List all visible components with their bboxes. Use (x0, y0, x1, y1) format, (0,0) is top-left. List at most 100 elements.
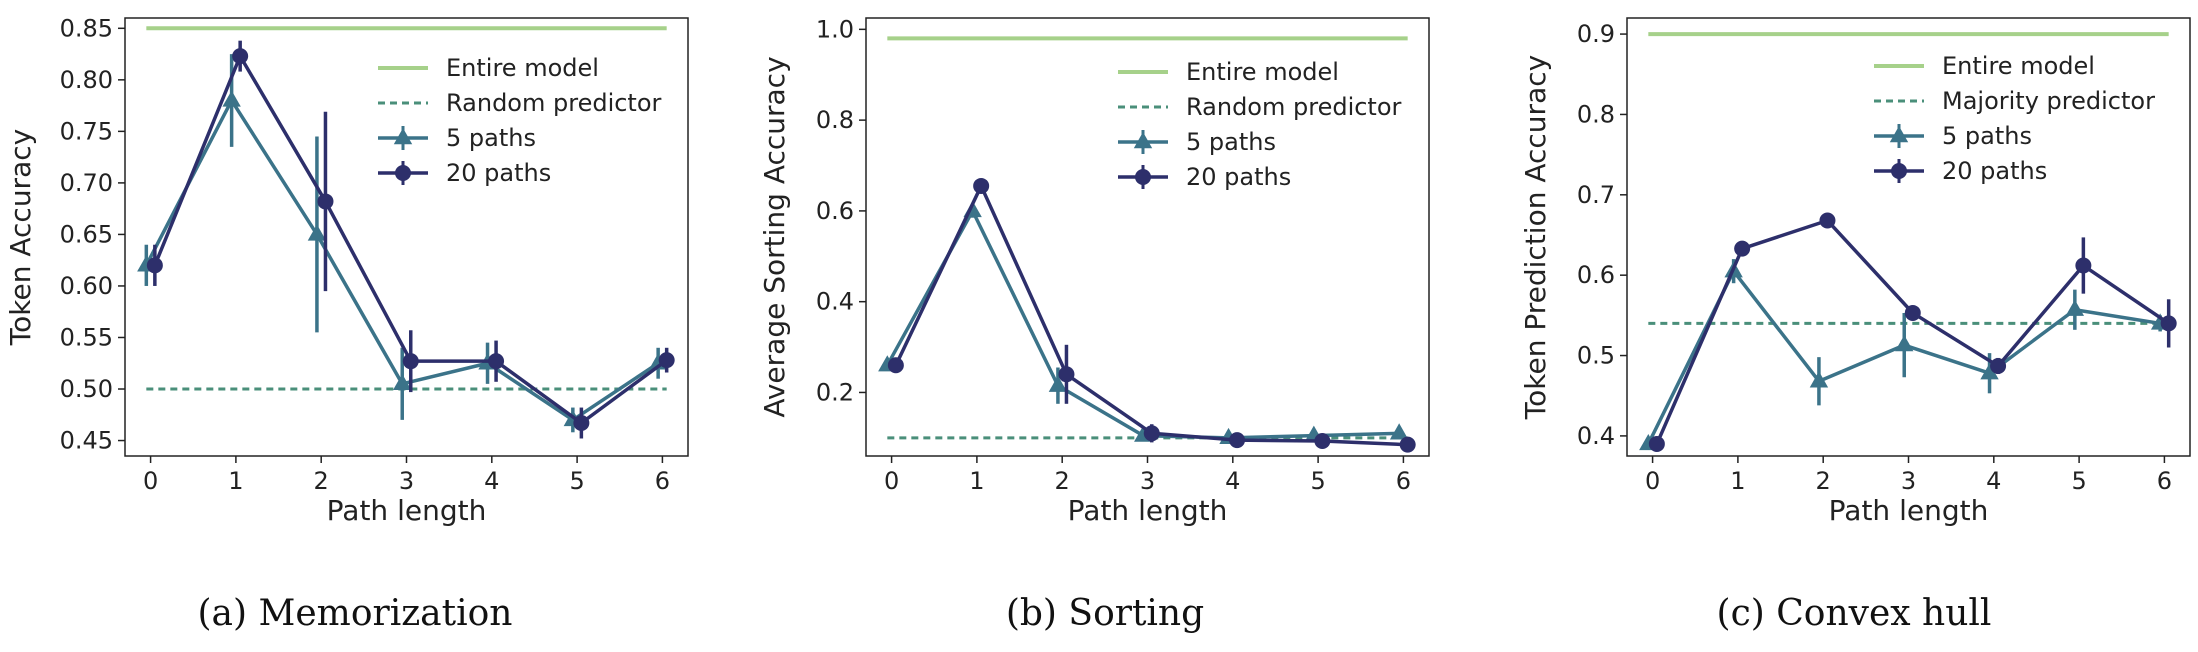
legend-label: 5 paths (446, 124, 536, 152)
data-point (973, 177, 990, 194)
x-axis-label: Path length (1068, 494, 1228, 527)
data-point (1058, 366, 1075, 383)
y-tick-label: 0.80 (60, 66, 113, 94)
data-point (393, 373, 412, 391)
x-tick-label: 1 (969, 467, 984, 495)
series-line (1655, 218, 2170, 445)
legend: Entire model Random predictor 5 paths 20 pa… (1118, 58, 1402, 191)
y-tick-label: 0.55 (60, 323, 113, 351)
legend: Entire model Random predictor 5 paths 20 pa… (378, 54, 662, 187)
series-line (894, 184, 1408, 447)
y-tick-label: 0.2 (816, 378, 854, 406)
y-tick-label: 0.7 (1577, 181, 1615, 209)
x-tick-label: 2 (1055, 467, 1070, 495)
legend-marker (1133, 132, 1153, 149)
data-point (2160, 315, 2177, 332)
y-tick-label: 0.45 (60, 427, 113, 455)
y-tick-label: 0.4 (816, 288, 854, 316)
y-tick-label: 0.8 (1577, 100, 1615, 128)
legend-marker (1889, 126, 1909, 143)
data-point (1389, 423, 1409, 440)
x-tick-label: 5 (1310, 467, 1325, 495)
data-point (1904, 304, 1921, 321)
y-tick-label: 0.50 (60, 375, 113, 403)
y-axis-label: Token Prediction Accuracy (1519, 55, 1552, 420)
legend-label: 20 paths (1942, 157, 2047, 185)
legend-label: 5 paths (1942, 122, 2032, 150)
legend-marker (1135, 169, 1151, 185)
y-tick-label: 0.5 (1577, 342, 1615, 370)
y-tick-label: 0.4 (1577, 422, 1615, 450)
y-tick-label: 0.60 (60, 272, 113, 300)
series-line (885, 209, 1400, 440)
x-tick-label: 0 (143, 467, 158, 495)
x-axis-label: Path length (327, 494, 487, 527)
y-tick-label: 0.65 (60, 220, 113, 248)
data-point (1314, 433, 1331, 450)
legend-label: Entire model (446, 54, 599, 82)
x-tick-label: 6 (1396, 467, 1411, 495)
x-tick-label: 4 (1225, 467, 1240, 495)
x-tick-label: 1 (1730, 467, 1745, 495)
x-tick-label: 0 (884, 467, 899, 495)
legend-label: Majority predictor (1942, 87, 2155, 115)
x-tick-label: 4 (484, 467, 499, 495)
data-point (1809, 371, 1829, 388)
legend-marker (393, 128, 413, 145)
data-point (2075, 257, 2092, 274)
legend-label: Entire model (1942, 52, 2095, 80)
panel-caption: (a) Memorization (198, 593, 513, 634)
axes-frame (865, 17, 1430, 457)
data-point (146, 257, 163, 274)
legend-label: 20 paths (446, 159, 551, 187)
panel-convex-hull: 0 1 2 3 4 5 6 0.4 0.5 0.6 0.7 0.8 0.9 Path length Toke… (1519, 17, 2191, 634)
legend-label: Random predictor (1186, 93, 1402, 121)
data-point (488, 353, 505, 370)
data-point (1229, 432, 1246, 449)
y-axis-label: Average Sorting Accuracy (758, 56, 791, 417)
x-tick-label: 6 (2157, 467, 2172, 495)
data-point (317, 193, 334, 210)
x-tick-label: 6 (655, 467, 670, 495)
x-tick-label: 5 (2071, 467, 2086, 495)
data-point (1819, 212, 1836, 229)
legend-marker (1891, 163, 1907, 179)
legend-label: 5 paths (1186, 128, 1276, 156)
data-point (1734, 240, 1751, 257)
x-tick-label: 4 (1986, 467, 2001, 495)
x-tick-label: 0 (1645, 467, 1660, 495)
legend-label: 20 paths (1186, 163, 1291, 191)
legend-label: Entire model (1186, 58, 1339, 86)
y-tick-label: 0.6 (1577, 261, 1615, 289)
panel-caption: (c) Convex hull (1717, 593, 1992, 634)
panel-caption: (b) Sorting (1006, 593, 1204, 634)
data-point (1399, 436, 1416, 453)
data-point (1895, 335, 1914, 352)
data-point (1648, 435, 1665, 452)
data-point (402, 353, 419, 370)
data-point (232, 48, 249, 65)
panel-memorization: 0 1 2 3 4 5 6 0.45 0.50 0.55 0.60 0.65 0.70 0.75 0.80 0… (4, 14, 689, 634)
series-20-paths (887, 177, 1416, 453)
data-point (2065, 299, 2085, 316)
axes-frame (1626, 17, 2191, 457)
y-tick-label: 0.6 (816, 197, 854, 225)
y-tick-label: 0.70 (60, 169, 113, 197)
series-5-paths (1639, 259, 2170, 451)
x-tick-label: 3 (399, 467, 414, 495)
data-point (1143, 425, 1160, 442)
y-tick-label: 0.85 (60, 14, 113, 42)
y-tick-label: 0.8 (816, 106, 854, 134)
x-tick-label: 3 (1901, 467, 1916, 495)
data-point (573, 415, 590, 432)
panel-sorting: 0 1 2 3 4 5 6 0.2 0.4 0.6 0.8 1.0 Path length Average… (758, 15, 1430, 634)
data-point (1980, 363, 1999, 380)
series-20-paths (146, 40, 675, 439)
legend-marker (395, 165, 411, 181)
data-point (1048, 375, 1068, 392)
data-point (887, 357, 904, 374)
x-tick-label: 5 (569, 467, 584, 495)
data-point (658, 352, 675, 369)
data-point (307, 224, 327, 241)
series-20-paths (1648, 212, 2177, 452)
